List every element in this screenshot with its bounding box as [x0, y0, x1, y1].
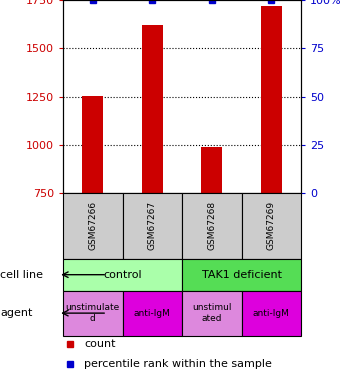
Text: GSM67266: GSM67266 [88, 201, 97, 250]
Text: cell line: cell line [0, 270, 43, 280]
Bar [261, 6, 282, 193]
Text: anti-IgM: anti-IgM [134, 309, 171, 318]
Bar [63, 193, 122, 259]
Bar [201, 147, 222, 193]
Bar [63, 259, 182, 291]
Text: agent: agent [0, 308, 32, 318]
Text: unstimul
ated: unstimul ated [192, 303, 231, 323]
Text: percentile rank within the sample: percentile rank within the sample [84, 359, 272, 369]
Bar [82, 96, 103, 193]
Text: GSM67269: GSM67269 [267, 201, 276, 250]
Bar [182, 291, 241, 336]
Text: anti-IgM: anti-IgM [253, 309, 290, 318]
Bar [241, 193, 301, 259]
Text: TAK1 deficient: TAK1 deficient [202, 270, 281, 280]
Text: count: count [84, 339, 116, 349]
Bar [182, 259, 301, 291]
Bar [63, 291, 122, 336]
Bar [241, 291, 301, 336]
Bar [182, 193, 241, 259]
Bar [142, 25, 163, 193]
Bar [122, 193, 182, 259]
Text: unstimulate
d: unstimulate d [66, 303, 120, 323]
Bar [122, 291, 182, 336]
Text: GSM67268: GSM67268 [207, 201, 216, 250]
Text: control: control [103, 270, 142, 280]
Text: GSM67267: GSM67267 [148, 201, 157, 250]
